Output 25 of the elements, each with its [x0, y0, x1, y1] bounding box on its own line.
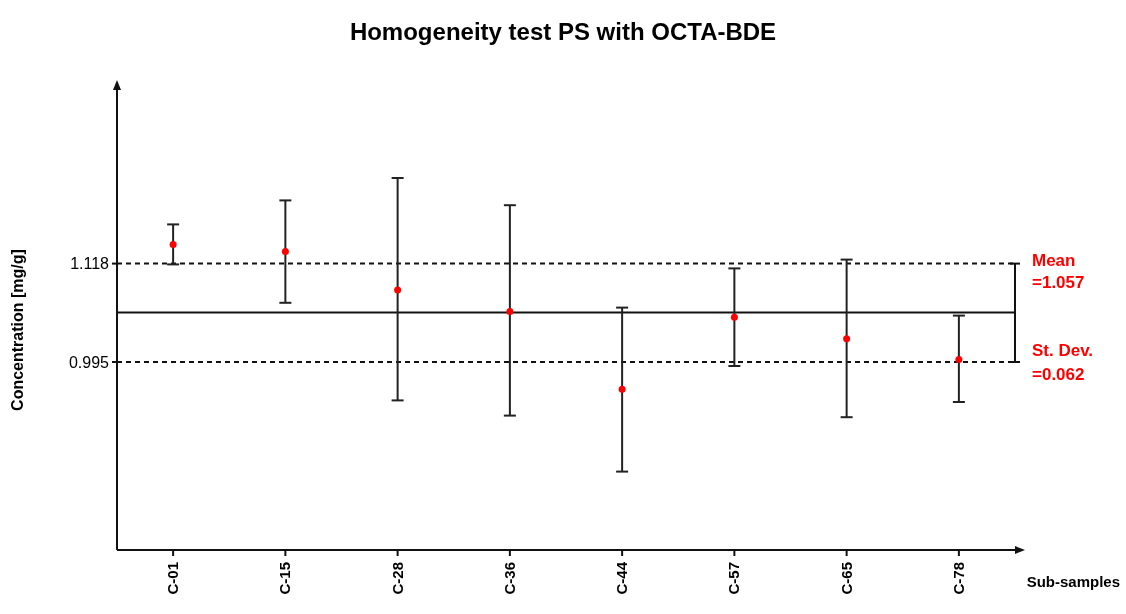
point	[506, 308, 514, 316]
text: =0.062	[1032, 365, 1085, 384]
chart-title: Homogeneity test PS with OCTA-BDE	[349, 18, 777, 45]
point	[730, 313, 738, 321]
point	[281, 248, 289, 256]
y-axis-title: Concentration [mg/g]	[9, 249, 26, 411]
x-tick-label: C-44	[613, 561, 631, 595]
x-tick-label: C-36	[500, 562, 518, 595]
y-tick-label: 1.118	[70, 255, 110, 273]
text: St. Dev.	[1032, 341, 1094, 360]
x-tick-label: C-78	[949, 562, 967, 595]
point	[394, 286, 402, 294]
point	[955, 356, 963, 364]
x-axis-title: Sub-samples	[1026, 573, 1120, 590]
text: =1.057	[1032, 272, 1085, 292]
point	[169, 240, 177, 248]
y-tick-label: 0.995	[68, 353, 110, 371]
x-tick-label: C-57	[725, 562, 743, 595]
point	[618, 385, 626, 393]
point	[843, 335, 851, 343]
x-tick-label: C-65	[837, 562, 855, 595]
x-tick-label: C-01	[164, 562, 182, 595]
x-tick-label: C-15	[276, 562, 294, 595]
x-tick-label: C-28	[388, 562, 406, 595]
text: Mean	[1032, 250, 1076, 270]
